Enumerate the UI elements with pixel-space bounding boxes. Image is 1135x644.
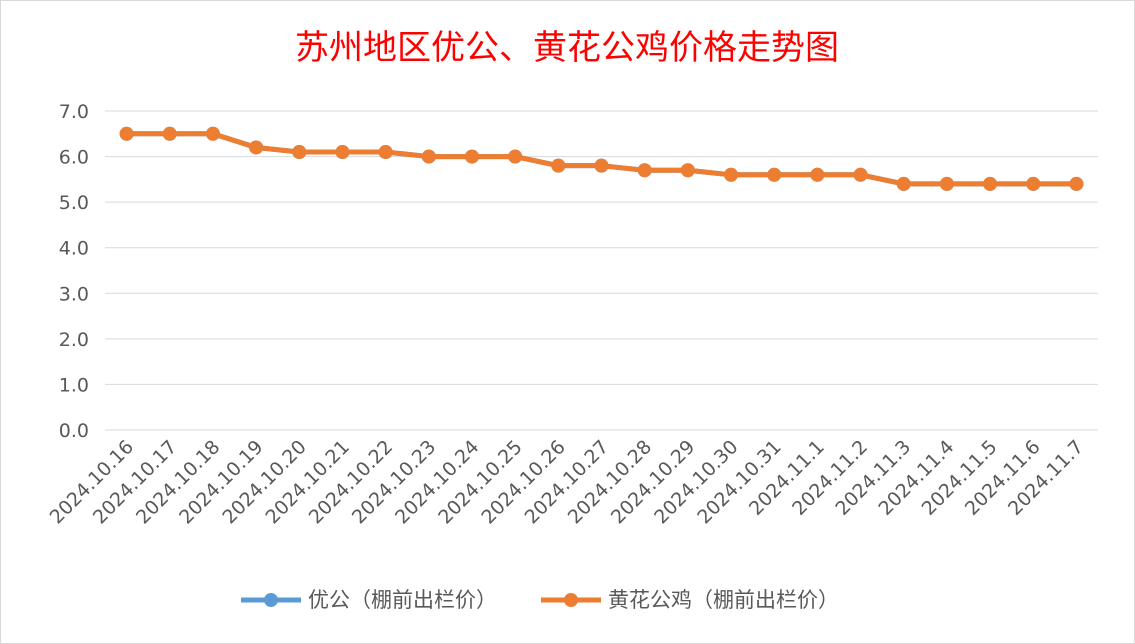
data-point — [205, 126, 220, 141]
data-point — [249, 140, 264, 155]
data-point — [421, 149, 436, 164]
data-point — [767, 167, 782, 182]
y-tick-label: 1.0 — [59, 374, 89, 396]
data-point — [378, 145, 393, 160]
y-tick-label: 0.0 — [59, 420, 89, 442]
legend-entry: 优公（棚前出栏价） — [241, 588, 497, 612]
data-point — [1026, 176, 1041, 191]
gridlines — [105, 110, 1098, 431]
data-point — [724, 167, 739, 182]
data-point — [335, 145, 350, 160]
y-tick-label: 7.0 — [59, 101, 89, 123]
data-point — [680, 163, 695, 178]
legend-entry: 黄花公鸡（棚前出栏价） — [541, 588, 839, 612]
legend-label: 优公（棚前出栏价） — [308, 588, 497, 612]
legend-point-marker — [564, 593, 578, 607]
data-point — [292, 145, 307, 160]
data-point — [119, 126, 134, 141]
data-point — [162, 126, 177, 141]
data-point — [810, 167, 825, 182]
data-point — [594, 158, 609, 173]
y-axis-tick-labels: 0.0 1.0 2.0 3.0 4.0 5.0 6.0 7.0 — [59, 101, 89, 442]
data-point — [464, 149, 479, 164]
y-tick-label: 4.0 — [59, 238, 89, 260]
y-tick-label: 5.0 — [59, 192, 89, 214]
chart-title: 苏州地区优公、黄花公鸡价格走势图 — [295, 28, 839, 68]
data-point — [1069, 176, 1084, 191]
series-layer — [119, 126, 1084, 191]
y-tick-label: 6.0 — [59, 147, 89, 169]
legend-label: 黄花公鸡（棚前出栏价） — [608, 588, 839, 612]
legend: 优公（棚前出栏价） 黄花公鸡（棚前出栏价） — [241, 588, 839, 612]
data-point — [508, 149, 523, 164]
legend-point-marker — [264, 593, 278, 607]
data-point — [853, 167, 868, 182]
data-point — [637, 163, 652, 178]
data-point — [939, 176, 954, 191]
x-axis-tick-labels: 2024.10.162024.10.172024.10.182024.10.19… — [46, 436, 1088, 528]
series-2 — [119, 126, 1084, 191]
data-point — [551, 158, 566, 173]
y-tick-label: 2.0 — [59, 329, 89, 351]
y-tick-label: 3.0 — [59, 283, 89, 305]
data-point — [896, 176, 911, 191]
data-point — [983, 176, 998, 191]
